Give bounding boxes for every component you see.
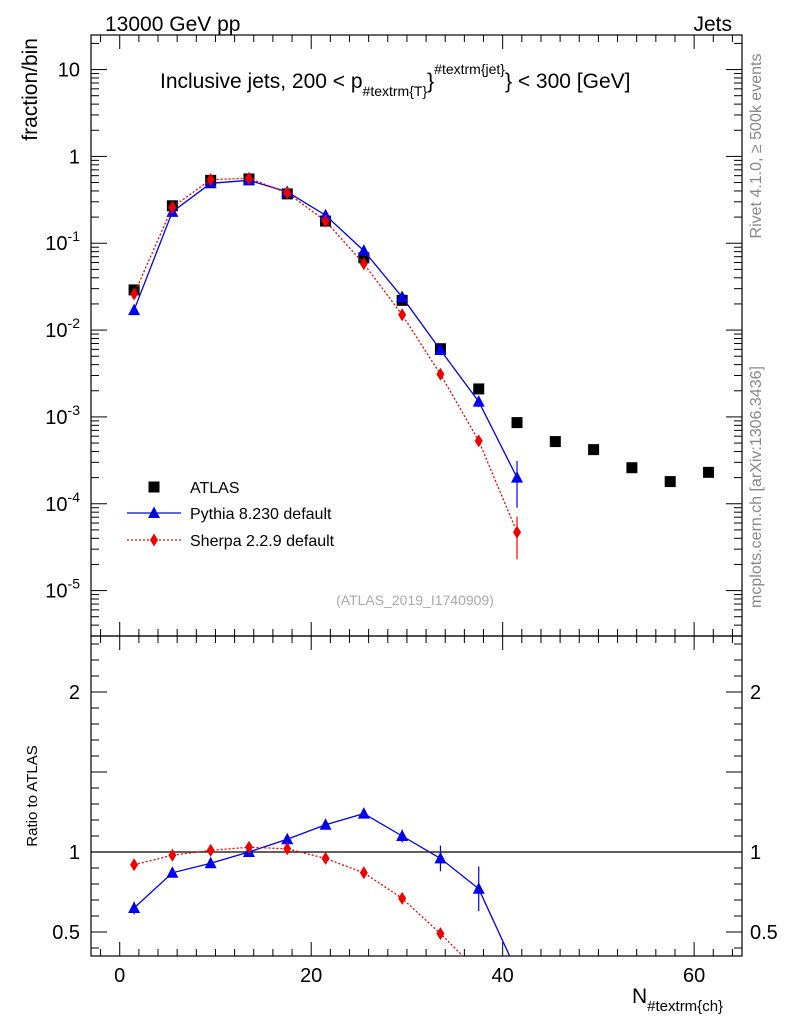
y-tick-label: 10-5 <box>45 576 80 603</box>
ratio-y-tick-label-right: 1 <box>750 842 761 864</box>
atlas-point <box>511 417 523 429</box>
pythia-8-230-default-ratio-point <box>281 832 294 845</box>
y-tick-label: 10-2 <box>45 315 80 342</box>
svg-text:Inclusive jets, 200 < p#textrm: Inclusive jets, 200 < p#textrm{T}}#textr… <box>160 61 631 99</box>
atlas-point <box>702 466 714 478</box>
y-tick-label: 10-3 <box>45 402 80 429</box>
pythia-8-230-default-ratio-point <box>319 818 332 830</box>
title-superscript: #textrm{jet} <box>434 61 505 77</box>
legend: ATLAS Pythia 8.230 default Sherpa 2.2.9 de… <box>127 480 335 550</box>
pythia-8-230-default-point <box>434 343 447 355</box>
sherpa-2-2-9-default-ratio-point <box>283 842 292 856</box>
pythia-8-230-default-ratio-point <box>396 829 409 841</box>
pythia-8-230-default-point <box>511 471 524 483</box>
sherpa-2-2-9-default-ratio-point <box>206 843 215 857</box>
legend-label-sherpa-2-2-9-default: Sherpa 2.2.9 default <box>190 533 335 550</box>
atlas-point <box>473 383 485 395</box>
sherpa-2-2-9-default-point <box>398 308 407 322</box>
pythia-8-230-default-point <box>396 290 409 303</box>
sherpa-2-2-9-default-point <box>283 186 292 200</box>
sherpa-2-2-9-default-ratio-point <box>359 866 368 880</box>
pythia-8-230-default-point <box>128 303 141 316</box>
x-axis-label-subscript: #textrm{ch} <box>647 998 723 1015</box>
y-tick-label: 1 <box>69 146 80 168</box>
mcplots-label: mcplots.cern.ch [arXiv:1306.3436] <box>748 366 765 608</box>
rivet-label: Rivet 4.1.0, ≥ 500k events <box>748 54 765 239</box>
y-axis-label-ratio: Ratio to ATLAS <box>24 745 41 846</box>
sherpa-2-2-9-default-point <box>436 367 445 381</box>
sherpa-2-2-9-default-point <box>359 257 368 271</box>
sherpa-2-2-9-default-ratio-point <box>321 851 330 865</box>
pythia-8-230-default-ratio-point <box>472 882 485 894</box>
title-brace: } <box>427 70 434 93</box>
sherpa-2-2-9-default-ratio-line <box>133 846 464 956</box>
ratio-y-tick-label-right: 0.5 <box>750 922 778 944</box>
sherpa-2-2-9-default-point <box>244 171 253 185</box>
pythia-8-230-default-ratio-point <box>434 851 447 864</box>
sherpa-2-2-9-default-ratio-point <box>130 858 139 872</box>
legend-marker-pythia-8-230-default <box>148 506 160 518</box>
x-tick-label: 40 <box>492 965 514 987</box>
sherpa-2-2-9-default-ratio-point <box>436 927 445 941</box>
y-tick-label: 10 <box>58 60 80 82</box>
pythia-8-230-default-ratio-point <box>166 866 179 878</box>
legend-marker-sherpa-2-2-9-default <box>150 533 158 547</box>
title-main: Inclusive jets, 200 < p <box>160 70 363 93</box>
x-tick-label: 20 <box>300 965 322 987</box>
x-axis-label: N#textrm{ch} <box>632 985 723 1015</box>
sherpa-2-2-9-default-point <box>513 525 522 539</box>
sherpa-2-2-9-default-point <box>168 200 177 214</box>
energy-label: 13000 GeV pp <box>105 13 240 36</box>
sherpa-2-2-9-default-point <box>130 287 139 301</box>
ratio-y-tick-label-right: 2 <box>750 682 761 704</box>
ratio-y-tick-label: 2 <box>69 682 80 704</box>
y-tick-label: 10-1 <box>45 228 80 255</box>
pythia-8-230-default-point <box>357 244 370 256</box>
y-tick-label: 10-4 <box>45 489 80 516</box>
ratio-y-tick-label: 1 <box>69 842 80 864</box>
plot-title: Inclusive jets, 200 < p#textrm{T}}#textr… <box>160 61 631 99</box>
atlas-point <box>664 476 676 488</box>
x-tick-label: 60 <box>683 965 705 987</box>
sherpa-2-2-9-default-ratio-point <box>475 966 483 979</box>
sherpa-2-2-9-default-ratio-point <box>398 891 407 905</box>
ratio-panel-frame <box>90 635 743 957</box>
pythia-8-230-default-ratio-point <box>204 856 217 869</box>
atlas-point <box>626 462 638 474</box>
legend-label-pythia-8-230-default: Pythia 8.230 default <box>190 506 332 523</box>
legend-marker-atlas <box>148 481 160 493</box>
title-subscript: #textrm{T} <box>363 83 428 99</box>
x-tick-label: 0 <box>114 965 125 987</box>
sherpa-2-2-9-default-ratio-point <box>168 848 177 862</box>
category-label: Jets <box>693 13 732 36</box>
sherpa-2-2-9-default-ratio-point <box>244 840 253 854</box>
ratio-y-tick-label: 0.5 <box>52 922 80 944</box>
legend-label-atlas: ATLAS <box>190 480 240 497</box>
main-panel-frame <box>90 34 743 637</box>
sherpa-2-2-9-default-point <box>206 173 215 187</box>
x-axis-label-main: N <box>632 985 647 1008</box>
pythia-8-230-default-ratio-point <box>128 901 141 913</box>
pythia-8-230-default-ratio-line <box>133 812 511 956</box>
atlas-point <box>549 436 561 448</box>
atlas-point <box>588 444 600 456</box>
pythia-8-230-default-ratio-point <box>357 807 370 819</box>
pythia-8-230-default-point <box>319 208 332 221</box>
analysis-label: (ATLAS_2019_I1740909) <box>336 592 494 608</box>
pythia-8-230-default-point <box>472 395 485 407</box>
sherpa-2-2-9-default-point <box>474 434 483 448</box>
title-tail: } < 300 [GeV] <box>505 70 631 93</box>
y-axis-label-main: fraction/bin <box>19 38 42 141</box>
sherpa-2-2-9-default-point <box>321 214 330 228</box>
